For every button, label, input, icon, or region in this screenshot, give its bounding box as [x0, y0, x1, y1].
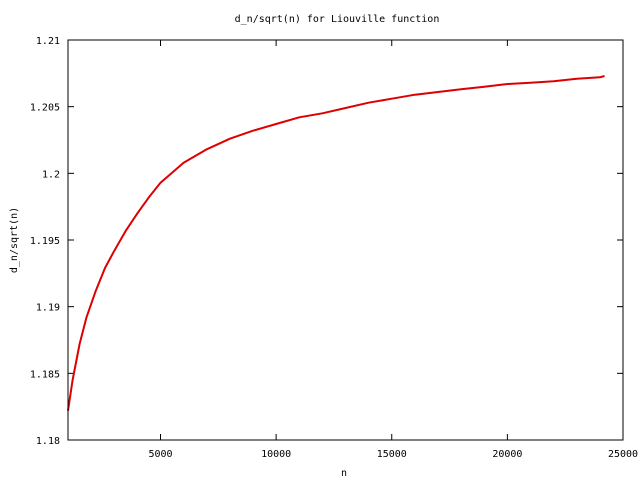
y-tick-label: 1.195: [30, 236, 60, 247]
series-line: [67, 75, 605, 411]
y-tick-label: 1.185: [30, 369, 60, 380]
chart-series: [67, 75, 605, 411]
x-tick-label: 5000: [148, 449, 172, 460]
y-tick-label: 1.18: [36, 436, 60, 447]
axis-tick-labels: 5000 10000 15000 20000 25000 1.18 1.185 1.19 1.1…: [30, 36, 638, 460]
x-tick-label: 20000: [492, 449, 522, 460]
y-tick-label: 1.21: [36, 36, 60, 47]
y-tick-label: 1.205: [30, 103, 60, 114]
x-axis-label: n: [341, 468, 347, 479]
x-tick-label: 25000: [608, 449, 638, 460]
plot-frame: [67, 39, 624, 441]
y-tick-label: 1.2: [42, 169, 60, 180]
x-tick-label: 10000: [261, 449, 291, 460]
axis-ticks: [68, 39, 624, 441]
y-axis-label: d_n/sqrt(n): [9, 207, 20, 273]
x-tick-label: 15000: [377, 449, 407, 460]
chart-title: d_n/sqrt(n) for Liouville function: [235, 14, 440, 25]
y-tick-label: 1.19: [36, 303, 60, 314]
